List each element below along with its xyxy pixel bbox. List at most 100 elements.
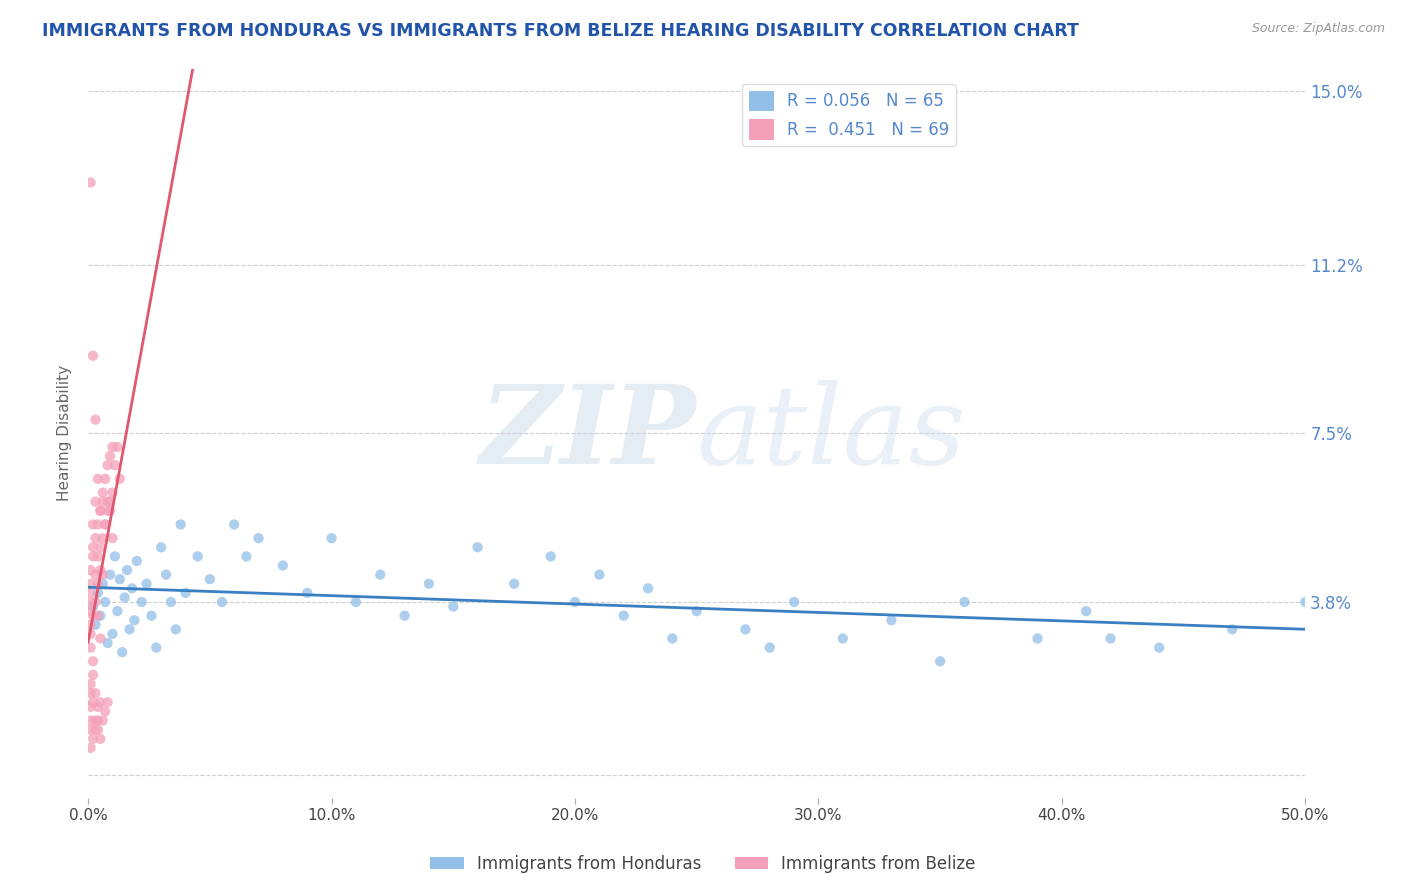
Point: [79, 640, 101, 655]
Point: [1147, 640, 1170, 655]
Point: [89, 695, 111, 709]
Point: [91, 485, 114, 500]
Point: [441, 599, 464, 614]
Point: [91, 531, 114, 545]
Point: [84, 494, 107, 508]
Point: [198, 572, 221, 586]
Point: [94, 705, 117, 719]
Point: [98, 504, 121, 518]
Point: [783, 595, 806, 609]
Point: [104, 549, 127, 564]
Point: [91, 714, 114, 728]
Point: [79, 617, 101, 632]
Point: [418, 576, 440, 591]
Point: [82, 654, 104, 668]
Point: [79, 627, 101, 641]
Point: [89, 504, 111, 518]
Point: [211, 595, 233, 609]
Point: [82, 731, 104, 746]
Point: [79, 176, 101, 190]
Point: [108, 572, 131, 586]
Point: [160, 595, 183, 609]
Legend: Immigrants from Honduras, Immigrants from Belize: Immigrants from Honduras, Immigrants fro…: [423, 848, 983, 880]
Point: [97, 636, 120, 650]
Point: [1294, 595, 1316, 609]
Point: [91, 567, 114, 582]
Text: atlas: atlas: [697, 379, 966, 487]
Point: [344, 595, 367, 609]
Text: Source: ZipAtlas.com: Source: ZipAtlas.com: [1251, 22, 1385, 36]
Point: [97, 458, 120, 473]
Text: IMMIGRANTS FROM HONDURAS VS IMMIGRANTS FROM BELIZE HEARING DISABILITY CORRELATIO: IMMIGRANTS FROM HONDURAS VS IMMIGRANTS F…: [42, 22, 1078, 40]
Point: [89, 608, 111, 623]
Point: [953, 595, 976, 609]
Point: [97, 504, 120, 518]
Point: [82, 668, 104, 682]
Point: [82, 599, 104, 614]
Point: [150, 541, 173, 555]
Point: [588, 567, 610, 582]
Point: [155, 567, 177, 582]
Point: [145, 640, 167, 655]
Point: [87, 517, 110, 532]
Point: [467, 541, 489, 555]
Point: [79, 740, 101, 755]
Point: [368, 567, 391, 582]
Point: [686, 604, 709, 618]
Point: [880, 613, 903, 627]
Point: [97, 494, 120, 508]
Point: [79, 714, 101, 728]
Point: [79, 699, 101, 714]
Point: [87, 699, 110, 714]
Point: [84, 723, 107, 737]
Point: [224, 517, 246, 532]
Point: [94, 517, 117, 532]
Point: [1026, 632, 1049, 646]
Point: [89, 541, 111, 555]
Point: [87, 608, 110, 623]
Point: [87, 576, 110, 591]
Point: [165, 623, 187, 637]
Point: [98, 449, 121, 463]
Point: [84, 617, 107, 632]
Y-axis label: Hearing Disability: Hearing Disability: [58, 365, 72, 501]
Point: [104, 458, 127, 473]
Point: [169, 517, 191, 532]
Point: [98, 494, 121, 508]
Legend: R = 0.056   N = 65, R =  0.451   N = 69: R = 0.056 N = 65, R = 0.451 N = 69: [742, 84, 956, 146]
Point: [114, 591, 136, 605]
Point: [94, 517, 117, 532]
Point: [503, 576, 526, 591]
Point: [79, 686, 101, 700]
Point: [98, 567, 121, 582]
Point: [758, 640, 780, 655]
Point: [82, 517, 104, 532]
Point: [94, 472, 117, 486]
Point: [89, 504, 111, 518]
Point: [79, 677, 101, 691]
Point: [84, 595, 107, 609]
Point: [79, 595, 101, 609]
Point: [87, 586, 110, 600]
Point: [87, 472, 110, 486]
Point: [89, 632, 111, 646]
Point: [79, 604, 101, 618]
Point: [235, 549, 257, 564]
Point: [91, 494, 114, 508]
Point: [734, 623, 756, 637]
Point: [661, 632, 683, 646]
Point: [1220, 623, 1243, 637]
Point: [564, 595, 586, 609]
Point: [101, 485, 124, 500]
Point: [105, 604, 128, 618]
Text: ZIP: ZIP: [479, 379, 697, 487]
Point: [94, 595, 117, 609]
Point: [111, 645, 134, 659]
Point: [79, 586, 101, 600]
Point: [108, 472, 131, 486]
Point: [101, 531, 124, 545]
Point: [84, 567, 107, 582]
Point: [394, 608, 416, 623]
Point: [87, 723, 110, 737]
Point: [84, 412, 107, 426]
